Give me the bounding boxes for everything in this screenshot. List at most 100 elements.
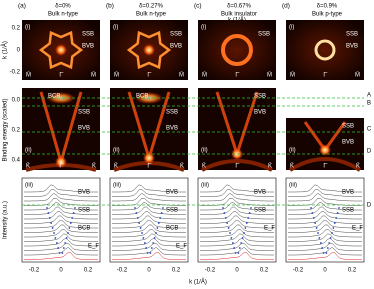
edc-curve (112, 252, 186, 260)
edc-peak (68, 227, 71, 229)
edc-curve (24, 210, 98, 220)
disp-dir: K̄ (180, 163, 184, 170)
edc-peak (149, 252, 152, 254)
edc-peak (152, 242, 155, 244)
edc-peak (230, 237, 233, 239)
edc-curve (24, 237, 98, 247)
edc-peak (318, 237, 321, 239)
disp-dir: K̄ (290, 163, 294, 170)
edc-curve (200, 201, 274, 211)
disp-label: SSB (166, 110, 178, 116)
edc-peak (55, 242, 58, 244)
edc-curve (288, 247, 362, 256)
edc-curve (112, 193, 186, 202)
edc-peak (333, 222, 336, 224)
edc-peak (238, 247, 241, 249)
x-tick: 0 (235, 268, 239, 274)
edc-peak (139, 227, 142, 229)
edc-curve (112, 242, 186, 251)
edc-curve (200, 189, 274, 197)
edc-curve (24, 189, 98, 197)
x-tick: 0.2 (348, 268, 357, 274)
fs-core (55, 44, 67, 56)
edc-curve (200, 193, 274, 202)
disp-dir: K̄ (268, 163, 272, 170)
x-tick: 0 (323, 268, 327, 274)
edc-label: SSB (342, 208, 354, 214)
edc-curve (288, 242, 362, 251)
edc-curve (288, 252, 362, 260)
edc-curve (112, 237, 186, 247)
disp-dir: K̄ (92, 163, 96, 170)
disp-label: SSB (78, 110, 90, 116)
doping: Bulk insulator (221, 12, 257, 18)
fs-label: SSB (258, 32, 270, 38)
edc-peak (153, 237, 156, 239)
disp-dir: Γ̄ (235, 164, 239, 170)
edc-peak (141, 232, 143, 234)
edc-curve (112, 219, 186, 229)
edc-peak (64, 242, 67, 244)
edc-peak (57, 247, 60, 249)
edc-curve (200, 184, 274, 193)
edc-curve (24, 184, 98, 193)
edc-peak (229, 232, 231, 234)
edc-peak (155, 232, 157, 234)
fs-dir: Γ̄ (147, 73, 151, 79)
edc-curve (112, 215, 186, 224)
edc-peak (312, 217, 315, 219)
tag: (i) (289, 25, 294, 31)
tag: (i) (201, 25, 206, 31)
fs-dir: Γ̄ (59, 73, 63, 79)
fs-label: SSB (346, 32, 358, 38)
tag: (ii) (201, 148, 208, 154)
disp-dir: K̄ (114, 163, 118, 170)
disp-valence (288, 157, 362, 172)
edc-curve (288, 206, 362, 215)
edc-peak (335, 217, 338, 219)
fs-dir: M̄ (114, 72, 119, 79)
edc-peak (338, 207, 340, 209)
edc-peak (329, 237, 332, 239)
fs-dir: M̄ (355, 72, 360, 79)
edc-peak (231, 242, 234, 244)
disp-dir: Γ̄ (59, 164, 63, 170)
x-tick: -0.2 (117, 268, 128, 274)
edc-curve (112, 189, 186, 197)
panel-letter: (c) (194, 3, 202, 10)
x-tick: 0.2 (260, 268, 269, 274)
edc-label: BVB (342, 190, 354, 196)
disp-valence (201, 159, 273, 172)
edc-peak (47, 212, 50, 214)
edc-peak (322, 252, 325, 254)
edc-peak (314, 222, 317, 224)
edc-curve (112, 201, 186, 211)
x-tick: -0.2 (205, 268, 216, 274)
edc-peak (54, 237, 57, 239)
disp-dir: K̄ (202, 163, 206, 170)
edc-peak (138, 222, 141, 224)
edc-peak (150, 247, 153, 249)
fs-y-tick: 0 (17, 48, 21, 54)
edc-peak (336, 212, 339, 214)
x-tick: -0.2 (293, 268, 304, 274)
edc-peak (331, 232, 333, 234)
edc-label: BVB (254, 190, 266, 196)
edc-peak (53, 232, 55, 234)
edc-peak (226, 222, 229, 224)
x-tick: -0.2 (29, 268, 40, 274)
delta: δ=0% (55, 4, 71, 10)
disp-y-tick: 0.2 (12, 128, 21, 134)
doping: Bulk p-type (312, 12, 343, 18)
fs-y-tick: 0.2 (12, 26, 21, 32)
edc-peak (156, 227, 159, 229)
doping: Bulk n-type (136, 12, 167, 18)
fs-dir: Γ̄ (235, 73, 239, 79)
fs-y-label: k (1/Å) (2, 41, 9, 59)
edc-peak (234, 252, 237, 254)
tag: (iii) (201, 183, 209, 189)
edc-peak (222, 207, 224, 209)
disp-y-label: Binding energy (scaled) (3, 98, 9, 161)
edc-peak (325, 252, 328, 254)
delta: δ=0.67% (227, 4, 252, 10)
